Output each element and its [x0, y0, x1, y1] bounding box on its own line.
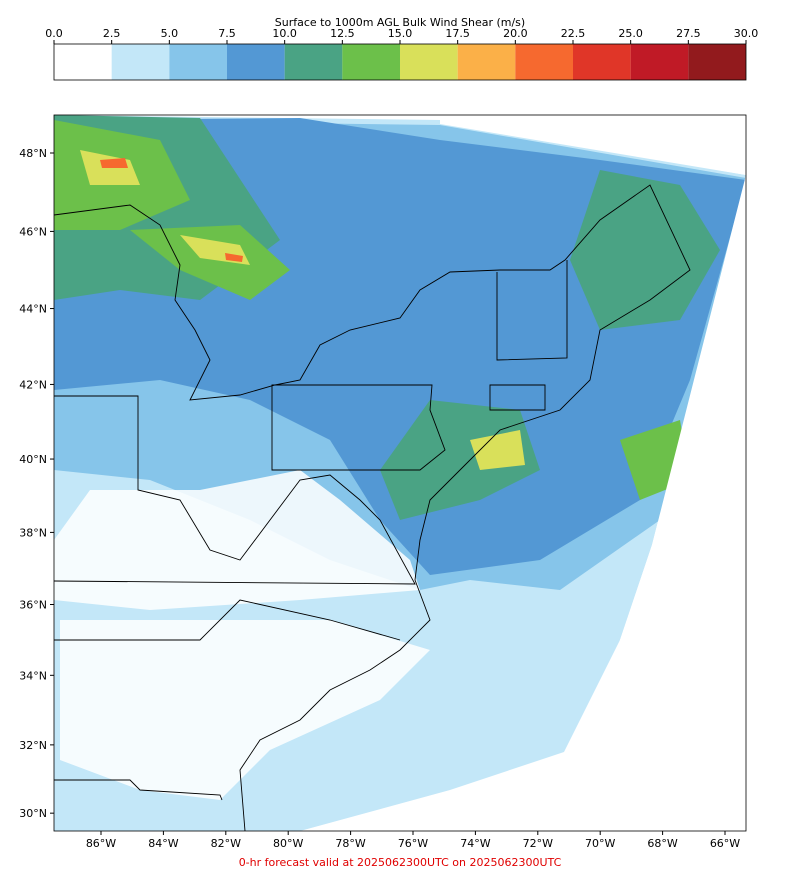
colorbar-tick-label: 22.5: [561, 27, 586, 40]
lon-label: 78°W: [335, 837, 365, 850]
colorbar-tick-label: 25.0: [618, 27, 643, 40]
colorbar-bin: [54, 44, 112, 80]
colorbar-bin: [111, 44, 170, 80]
map: 48°N 46°N 44°N 42°N 40°N 38°N 36°N 34°N 32°N 30°N…: [19, 114, 747, 850]
lon-label: 74°W: [460, 837, 490, 850]
colorbar-bin: [630, 44, 689, 80]
lat-label: 30°N: [19, 807, 47, 820]
lon-label: 80°W: [273, 837, 303, 850]
lon-label: 84°W: [148, 837, 178, 850]
colorbar-tick-label: 17.5: [445, 27, 470, 40]
axis-labels: 48°N 46°N 44°N 42°N 40°N 38°N 36°N 34°N 32°N 30°N…: [19, 147, 740, 850]
lon-label: 70°W: [585, 837, 615, 850]
colorbar-bin: [457, 44, 516, 80]
shear-field: [54, 115, 746, 831]
lat-label: 40°N: [19, 453, 47, 466]
lon-label: 76°W: [398, 837, 428, 850]
colorbar-tick-label: 10.0: [272, 27, 297, 40]
lat-label: 38°N: [19, 526, 47, 539]
colorbar-bin: [342, 44, 400, 80]
lat-label: 36°N: [19, 598, 47, 611]
lon-label: 66°W: [710, 837, 740, 850]
lon-label: 86°W: [86, 837, 116, 850]
colorbar-tick-label: 12.5: [330, 27, 355, 40]
colorbar-bin: [573, 44, 631, 80]
colorbar-bin: [400, 44, 458, 80]
colorbar-tick-label: 5.0: [161, 27, 179, 40]
colorbar-tick-label: 15.0: [388, 27, 413, 40]
lon-label: 68°W: [647, 837, 677, 850]
footer-text: 0-hr forecast valid at 2025062300UTC on …: [239, 856, 562, 869]
colorbar: 0.0 2.5 5.0 7.5 10.0 12.5 15.0 17.5 20.0 22.5 25.0…: [45, 27, 759, 81]
lon-label: 82°W: [211, 837, 241, 850]
boundaries: [53, 184, 691, 832]
colorbar-bin: [515, 44, 573, 80]
colorbar-tick-label: 27.5: [676, 27, 701, 40]
lat-label: 48°N: [19, 147, 47, 160]
colorbar-bin: [688, 44, 746, 80]
colorbar-bin: [169, 44, 227, 80]
colorbar-tick-label: 0.0: [45, 27, 63, 40]
colorbar-tick-label: 20.0: [503, 27, 528, 40]
colorbar-tick-label: 2.5: [103, 27, 121, 40]
colorbar-title: Surface to 1000m AGL Bulk Wind Shear (m/…: [275, 16, 525, 29]
colorbar-bin: [284, 44, 343, 80]
lat-label: 42°N: [19, 378, 47, 391]
lat-label: 44°N: [19, 303, 47, 316]
lat-label: 34°N: [19, 669, 47, 682]
colorbar-tick-label: 7.5: [218, 27, 236, 40]
colorbar-tick-label: 30.0: [734, 27, 759, 40]
lon-label: 72°W: [523, 837, 553, 850]
colorbar-bin: [227, 44, 285, 80]
lat-label: 46°N: [19, 225, 47, 238]
map-frame: [53, 114, 747, 832]
lat-label: 32°N: [19, 739, 47, 752]
